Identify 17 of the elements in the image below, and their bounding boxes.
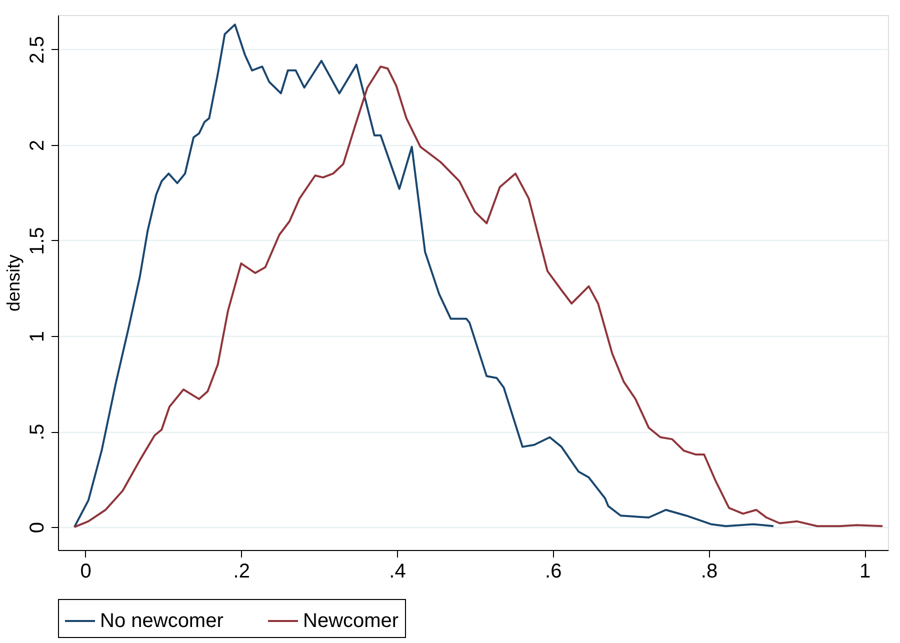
x-tick-label: .6 — [545, 560, 562, 582]
x-tick-label: .8 — [700, 560, 718, 582]
y-tick-label: 0 — [26, 522, 48, 534]
y-tick-label: .5 — [26, 424, 48, 440]
legend-label: No newcomer — [100, 610, 224, 632]
x-tick-label: .4 — [389, 560, 406, 582]
x-tick-label: .2 — [233, 560, 250, 582]
line-series — [73, 24, 774, 528]
y-tick-label: 2 — [26, 140, 48, 151]
line-series — [73, 66, 884, 528]
x-tick-label: 1 — [860, 560, 871, 582]
y-tick-label: 1 — [26, 330, 48, 342]
legend-label: Newcomer — [303, 610, 399, 632]
y-tick-label: 1.5 — [26, 227, 48, 255]
y-axis-title: density — [4, 254, 24, 312]
y-tick-label: 2.5 — [26, 36, 48, 64]
x-tick-label: 0 — [80, 560, 92, 582]
